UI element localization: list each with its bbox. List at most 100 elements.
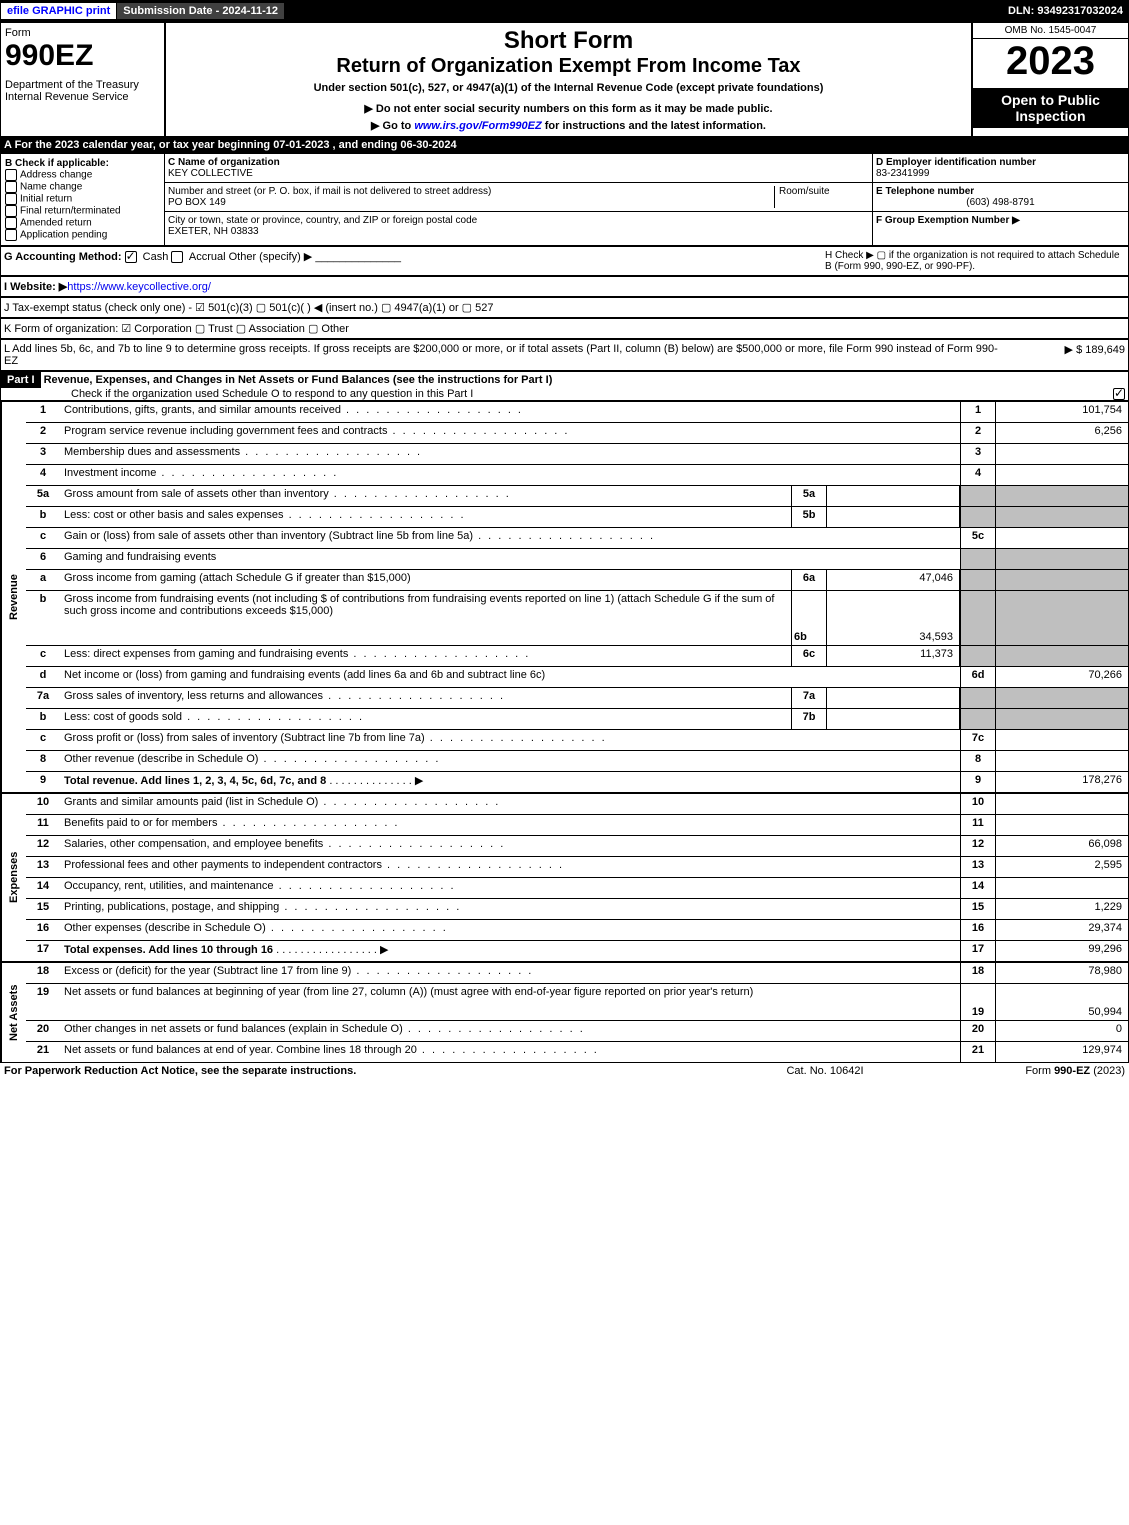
line-21-val: 129,974 (996, 1042, 1128, 1062)
checkbox-icon[interactable] (171, 251, 183, 263)
addr-label: Number and street (or P. O. box, if mail… (168, 186, 491, 197)
checkbox-icon[interactable] (5, 169, 17, 181)
line-16-desc: Other expenses (describe in Schedule O) (60, 920, 960, 940)
address-row: Number and street (or P. O. box, if mail… (165, 183, 872, 212)
line-14-val (996, 878, 1128, 898)
line-7a-sn: 7a (791, 688, 827, 708)
efile-print-link[interactable]: efile GRAPHIC print (0, 2, 117, 20)
checkbox-icon[interactable] (5, 193, 17, 205)
line-2-desc: Program service revenue including govern… (60, 423, 960, 443)
checkbox-icon[interactable] (5, 229, 17, 241)
room-label: Room/suite (774, 186, 869, 208)
footer-form: Form 990-EZ (2023) (925, 1065, 1125, 1077)
row-j: J Tax-exempt status (check only one) - ☑… (0, 297, 1129, 318)
line-5c-num: 5c (960, 528, 996, 548)
name-label: C Name of organization (168, 157, 280, 168)
opt-pending: Application pending (20, 230, 107, 241)
l-amount: ▶ $ 189,649 (1005, 343, 1125, 367)
expense-lines: 10Grants and similar amounts paid (list … (26, 794, 1128, 961)
group-label: F Group Exemption Number ▶ (876, 215, 1020, 226)
city-value: EXETER, NH 03833 (168, 226, 259, 237)
g-accrual: Accrual (189, 251, 226, 263)
goto-link[interactable]: www.irs.gov/Form990EZ (414, 120, 541, 132)
addr-value: PO BOX 149 (168, 197, 226, 208)
line-16-val: 29,374 (996, 920, 1128, 940)
line-16-num: 16 (960, 920, 996, 940)
open-public: Open to Public Inspection (973, 88, 1128, 128)
footer-notice: For Paperwork Reduction Act Notice, see … (4, 1065, 725, 1077)
line-1-val: 101,754 (996, 402, 1128, 422)
line-7b-sv (827, 709, 960, 729)
website-link[interactable]: https://www.keycollective.org/ (67, 281, 211, 293)
line-7b-sn: 7b (791, 709, 827, 729)
checkbox-icon[interactable] (5, 181, 17, 193)
checkbox-icon[interactable] (5, 205, 17, 217)
line-6a-sn: 6a (791, 570, 827, 590)
form-label: Form (5, 27, 160, 39)
line-6d-desc: Net income or (loss) from gaming and fun… (60, 667, 960, 687)
dln: DLN: 93492317032024 (1002, 3, 1129, 19)
tel-row: E Telephone number(603) 498-8791 (873, 183, 1128, 212)
b-label: B Check if applicable: (5, 158, 109, 169)
line-8-val (996, 751, 1128, 771)
revenue-vert-label: Revenue (1, 402, 26, 792)
netassets-block: Net Assets 18Excess or (deficit) for the… (0, 962, 1129, 1063)
g-other: Other (specify) ▶ (229, 251, 313, 263)
line-6d-num: 6d (960, 667, 996, 687)
line-6a-desc: Gross income from gaming (attach Schedul… (60, 570, 791, 590)
line-18-val: 78,980 (996, 963, 1128, 983)
h-check: H Check ▶ ▢ if the organization is not r… (825, 250, 1125, 272)
line-18-desc: Excess or (deficit) for the year (Subtra… (60, 963, 960, 983)
line-3-num: 3 (960, 444, 996, 464)
submission-date: Submission Date - 2024-11-12 (117, 3, 284, 19)
row-k: K Form of organization: ☑ Corporation ▢ … (0, 318, 1129, 339)
line-7b-desc: Less: cost of goods sold (60, 709, 791, 729)
header-left: Form 990EZ Department of the Treasury In… (1, 23, 166, 136)
checkbox-checked-icon[interactable] (125, 251, 137, 263)
line-4-val (996, 465, 1128, 485)
city-row: City or town, state or province, country… (165, 212, 872, 240)
form-code: 990EZ (5, 39, 160, 73)
line-11-desc: Benefits paid to or for members (60, 815, 960, 835)
under-section: Under section 501(c), 527, or 4947(a)(1)… (170, 82, 967, 94)
efile-label[interactable]: efile GRAPHIC print (7, 5, 110, 17)
tel-value: (603) 498-8791 (876, 197, 1125, 208)
org-name: KEY COLLECTIVE (168, 168, 253, 179)
row-l: L Add lines 5b, 6c, and 7b to line 9 to … (0, 339, 1129, 371)
line-2-val: 6,256 (996, 423, 1128, 443)
line-12-val: 66,098 (996, 836, 1128, 856)
top-bar: efile GRAPHIC print Submission Date - 20… (0, 0, 1129, 22)
checkbox-checked-icon[interactable] (1113, 388, 1125, 400)
line-17-desc: Total expenses. Add lines 10 through 16 (64, 944, 273, 956)
line-6b-sv: 34,593 (827, 591, 960, 645)
line-7a-sv (827, 688, 960, 708)
opt-name: Name change (20, 182, 82, 193)
line-6d-val: 70,266 (996, 667, 1128, 687)
line-1-desc: Contributions, gifts, grants, and simila… (60, 402, 960, 422)
city-label: City or town, state or province, country… (168, 215, 477, 226)
dept-label: Department of the Treasury (5, 79, 160, 91)
line-5c-val (996, 528, 1128, 548)
opt-amended: Amended return (20, 218, 92, 229)
part1-header: Part I Revenue, Expenses, and Changes in… (0, 371, 1129, 401)
line-9-num: 9 (960, 772, 996, 792)
line-3-val (996, 444, 1128, 464)
part1-title: Revenue, Expenses, and Changes in Net As… (44, 374, 553, 386)
line-7c-desc: Gross profit or (loss) from sales of inv… (60, 730, 960, 750)
line-19-num: 19 (960, 984, 996, 1020)
l-text: L Add lines 5b, 6c, and 7b to line 9 to … (4, 343, 1005, 367)
g-label: G Accounting Method: (4, 251, 122, 263)
ein-label: D Employer identification number (876, 157, 1036, 168)
footer-cat: Cat. No. 10642I (725, 1065, 925, 1077)
line-7a-desc: Gross sales of inventory, less returns a… (60, 688, 791, 708)
line-13-num: 13 (960, 857, 996, 877)
line-6b-desc: Gross income from fundraising events (no… (60, 591, 791, 645)
revenue-lines: 1Contributions, gifts, grants, and simil… (26, 402, 1128, 792)
line-9-val: 178,276 (996, 772, 1128, 792)
column-c: C Name of organizationKEY COLLECTIVE Num… (165, 154, 872, 245)
checkbox-icon[interactable] (5, 217, 17, 229)
part1-label: Part I (1, 372, 41, 388)
g-cash: Cash (143, 251, 169, 263)
i-label: I Website: ▶ (4, 281, 67, 293)
line-5a-sn: 5a (791, 486, 827, 506)
